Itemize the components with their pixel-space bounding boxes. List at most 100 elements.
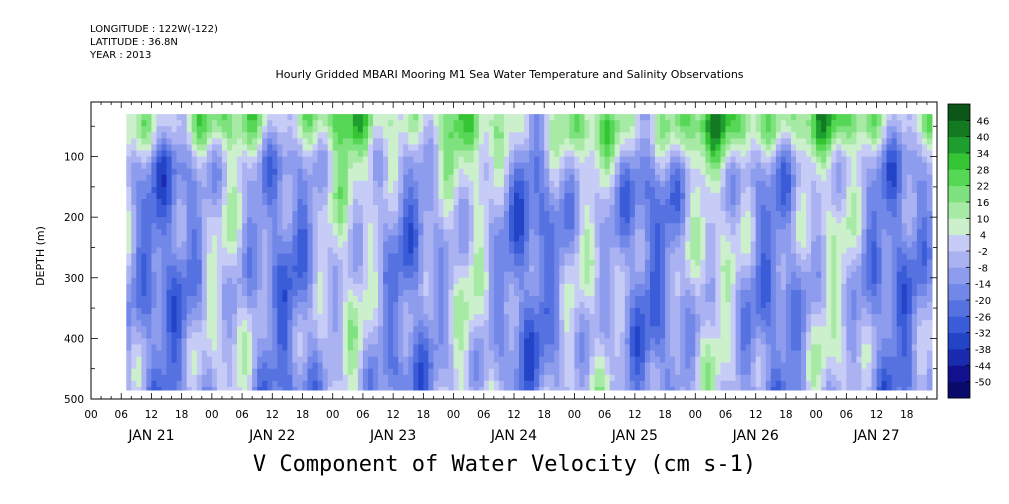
heatmap-cell	[388, 120, 394, 127]
heatmap-cell	[594, 271, 601, 279]
heatmap-cell	[352, 326, 359, 333]
heatmap-cell	[383, 174, 389, 182]
heatmap-cell	[413, 332, 419, 339]
heatmap-cell	[368, 186, 374, 194]
heatmap-cell	[579, 356, 586, 364]
heatmap-cell	[403, 174, 409, 182]
heatmap-cell	[337, 259, 344, 267]
heatmap-cell	[519, 277, 525, 285]
heatmap-cell	[544, 338, 550, 346]
heatmap-cell	[438, 296, 445, 303]
heatmap-cell	[629, 205, 636, 212]
heatmap-cell	[232, 326, 238, 333]
heatmap-cell	[408, 320, 414, 327]
heatmap-cell	[272, 186, 278, 194]
heatmap-cell	[650, 320, 656, 327]
heatmap-cell	[337, 320, 344, 327]
heatmap-cell	[488, 344, 495, 352]
heatmap-cell	[388, 374, 394, 382]
heatmap-cell	[393, 277, 399, 285]
heatmap-cell	[408, 344, 414, 352]
heatmap-cell	[206, 332, 213, 339]
heatmap-cell	[619, 326, 626, 333]
heatmap-cell	[317, 368, 324, 376]
heatmap-cell	[352, 205, 359, 212]
heatmap-cell	[201, 199, 208, 206]
heatmap-cell	[357, 180, 364, 188]
heatmap-cell	[644, 199, 651, 206]
heatmap-cell	[463, 296, 470, 303]
heatmap-cell	[584, 241, 591, 249]
heatmap-cell	[629, 386, 636, 391]
heatmap-cell	[594, 126, 601, 133]
heatmap-cell	[171, 368, 178, 376]
heatmap-cell	[589, 320, 596, 327]
heatmap-cell	[448, 180, 455, 188]
heatmap-cell	[624, 229, 631, 236]
heatmap-cell	[131, 356, 137, 364]
heatmap-cell	[509, 368, 515, 376]
heatmap-cell	[257, 338, 263, 346]
heatmap-cell	[373, 271, 379, 279]
heatmap-cell	[599, 277, 606, 285]
heatmap-cell	[272, 283, 278, 291]
heatmap-cell	[171, 326, 178, 333]
heatmap-cell	[151, 253, 157, 261]
heatmap-cell	[458, 156, 465, 164]
heatmap-cell	[206, 144, 213, 152]
heatmap-cell	[639, 271, 646, 279]
heatmap-cell	[211, 114, 218, 121]
heatmap-cell	[393, 162, 399, 170]
heatmap-cell	[458, 223, 465, 230]
heatmap-cell	[634, 180, 641, 188]
heatmap-cell	[423, 326, 429, 333]
heatmap-cell	[604, 253, 611, 261]
heatmap-cell	[665, 253, 671, 261]
heatmap-cell	[468, 223, 475, 230]
heatmap-cell	[418, 138, 424, 146]
heatmap-cell	[342, 314, 349, 321]
heatmap-cell	[604, 241, 611, 249]
heatmap-cell	[171, 132, 178, 139]
heatmap-cell	[569, 374, 575, 382]
heatmap-cell	[594, 356, 601, 364]
heatmap-cell	[307, 120, 314, 127]
heatmap-cell	[186, 247, 193, 255]
heatmap-cell	[277, 314, 283, 321]
heatmap-cell	[544, 162, 550, 170]
heatmap-cell	[267, 314, 273, 321]
heatmap-cell	[574, 362, 580, 370]
heatmap-cell	[277, 332, 283, 339]
heatmap-cell	[166, 338, 173, 346]
heatmap-cell	[529, 211, 535, 218]
heatmap-cell	[262, 314, 268, 321]
heatmap-cell	[604, 338, 611, 346]
heatmap-cell	[478, 253, 485, 261]
heatmap-cell	[317, 302, 324, 309]
heatmap-cell	[277, 138, 283, 146]
heatmap-cell	[196, 344, 203, 352]
heatmap-cell	[609, 126, 616, 133]
heatmap-cell	[554, 338, 560, 346]
heatmap-cell	[670, 259, 676, 267]
heatmap-cell	[252, 271, 258, 279]
heatmap-cell	[589, 356, 596, 364]
heatmap-cell	[443, 368, 450, 376]
heatmap-cell	[232, 205, 238, 212]
heatmap-cell	[151, 338, 157, 346]
heatmap-cell	[242, 211, 248, 218]
heatmap-cell	[332, 247, 339, 255]
heatmap-cell	[227, 314, 233, 321]
heatmap-cell	[221, 138, 228, 146]
heatmap-cell	[478, 156, 485, 164]
heatmap-cell	[277, 320, 283, 327]
heatmap-cell	[614, 386, 621, 391]
heatmap-cell	[206, 132, 213, 139]
heatmap-cell	[403, 380, 409, 388]
heatmap-cell	[418, 126, 424, 133]
heatmap-cell	[483, 277, 490, 285]
heatmap-cell	[252, 156, 258, 164]
heatmap-cell	[327, 314, 334, 321]
heatmap-cell	[272, 211, 278, 218]
heatmap-cell	[352, 380, 359, 388]
